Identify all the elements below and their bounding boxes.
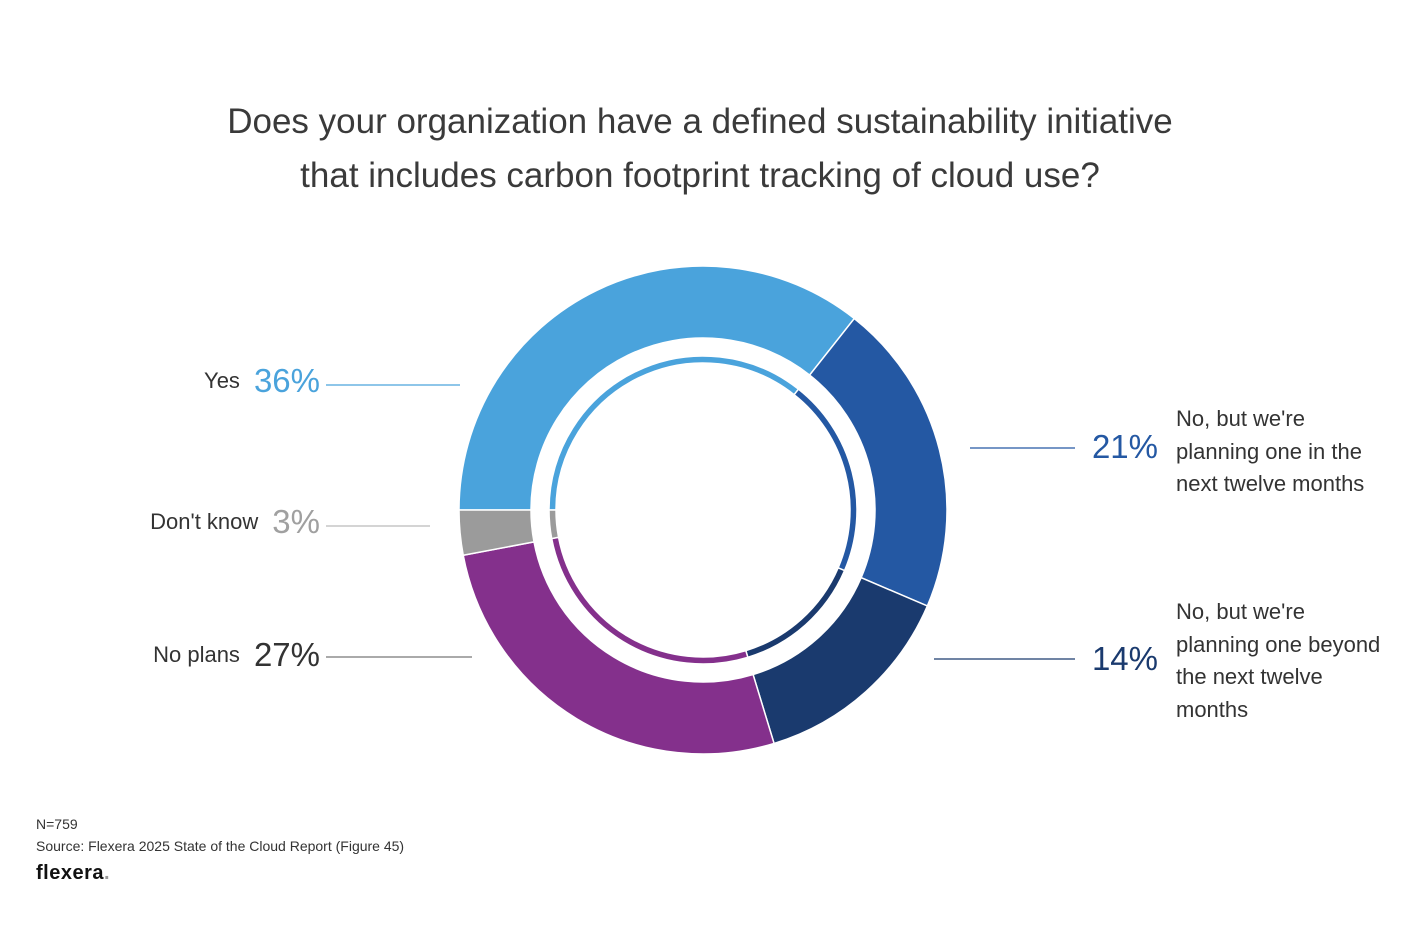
chart-title-line-2: that includes carbon footprint tracking …	[300, 156, 1100, 195]
source-note: Source: Flexera 2025 State of the Cloud …	[36, 838, 405, 854]
label-beyond-line: planning one beyond	[1176, 631, 1381, 657]
label-twelve-months-line: planning one in the	[1176, 438, 1362, 464]
sample-size: N=759	[36, 816, 78, 832]
label-twelve-months-text: No, but we're planning one in the next t…	[1176, 403, 1416, 501]
label-yes: Yes 36%	[0, 362, 320, 400]
label-dont-know: Don't know 3%	[0, 503, 320, 541]
label-twelve-months-line: next twelve months	[1176, 471, 1365, 496]
slice-yes	[458, 265, 856, 511]
label-no-plans-category: No plans	[153, 642, 240, 667]
inner-ring-don-t-know	[548, 509, 560, 540]
label-beyond-line: the next twelve	[1176, 664, 1323, 689]
label-dont-know-category: Don't know	[150, 509, 259, 534]
label-no-plans: No plans 27%	[0, 636, 320, 674]
logo-text: flexera	[36, 862, 104, 884]
label-beyond-line: No, but we're	[1176, 599, 1305, 624]
label-beyond-text: No, but we're planning one beyond the ne…	[1176, 596, 1416, 726]
chart-title-line-1: Does your organization have a defined su…	[227, 102, 1173, 141]
label-beyond-line: months	[1176, 696, 1249, 722]
label-yes-category: Yes	[204, 368, 240, 393]
logo-dot: .	[104, 862, 111, 884]
label-twelve-months-percent: 21%	[1091, 428, 1158, 465]
slice-no-but-we-re-planning-one-in-the-next-twelve-months	[808, 317, 948, 607]
flexera-logo: flexera.	[36, 862, 110, 885]
slice-don-t-know	[458, 509, 535, 557]
label-dont-know-percent: 3%	[272, 503, 320, 540]
label-no-plans-percent: 27%	[253, 636, 320, 673]
label-yes-percent: 36%	[253, 362, 320, 399]
slice-no-plans	[462, 541, 775, 755]
chart-title: Does your organization have a defined su…	[0, 95, 1400, 203]
slice-no-but-we-re-planning-one-beyond-the-next-twelve-months	[752, 576, 929, 745]
label-beyond-percent: 14%	[1091, 640, 1158, 677]
label-twelve-months-line: No, but we're	[1176, 406, 1305, 431]
